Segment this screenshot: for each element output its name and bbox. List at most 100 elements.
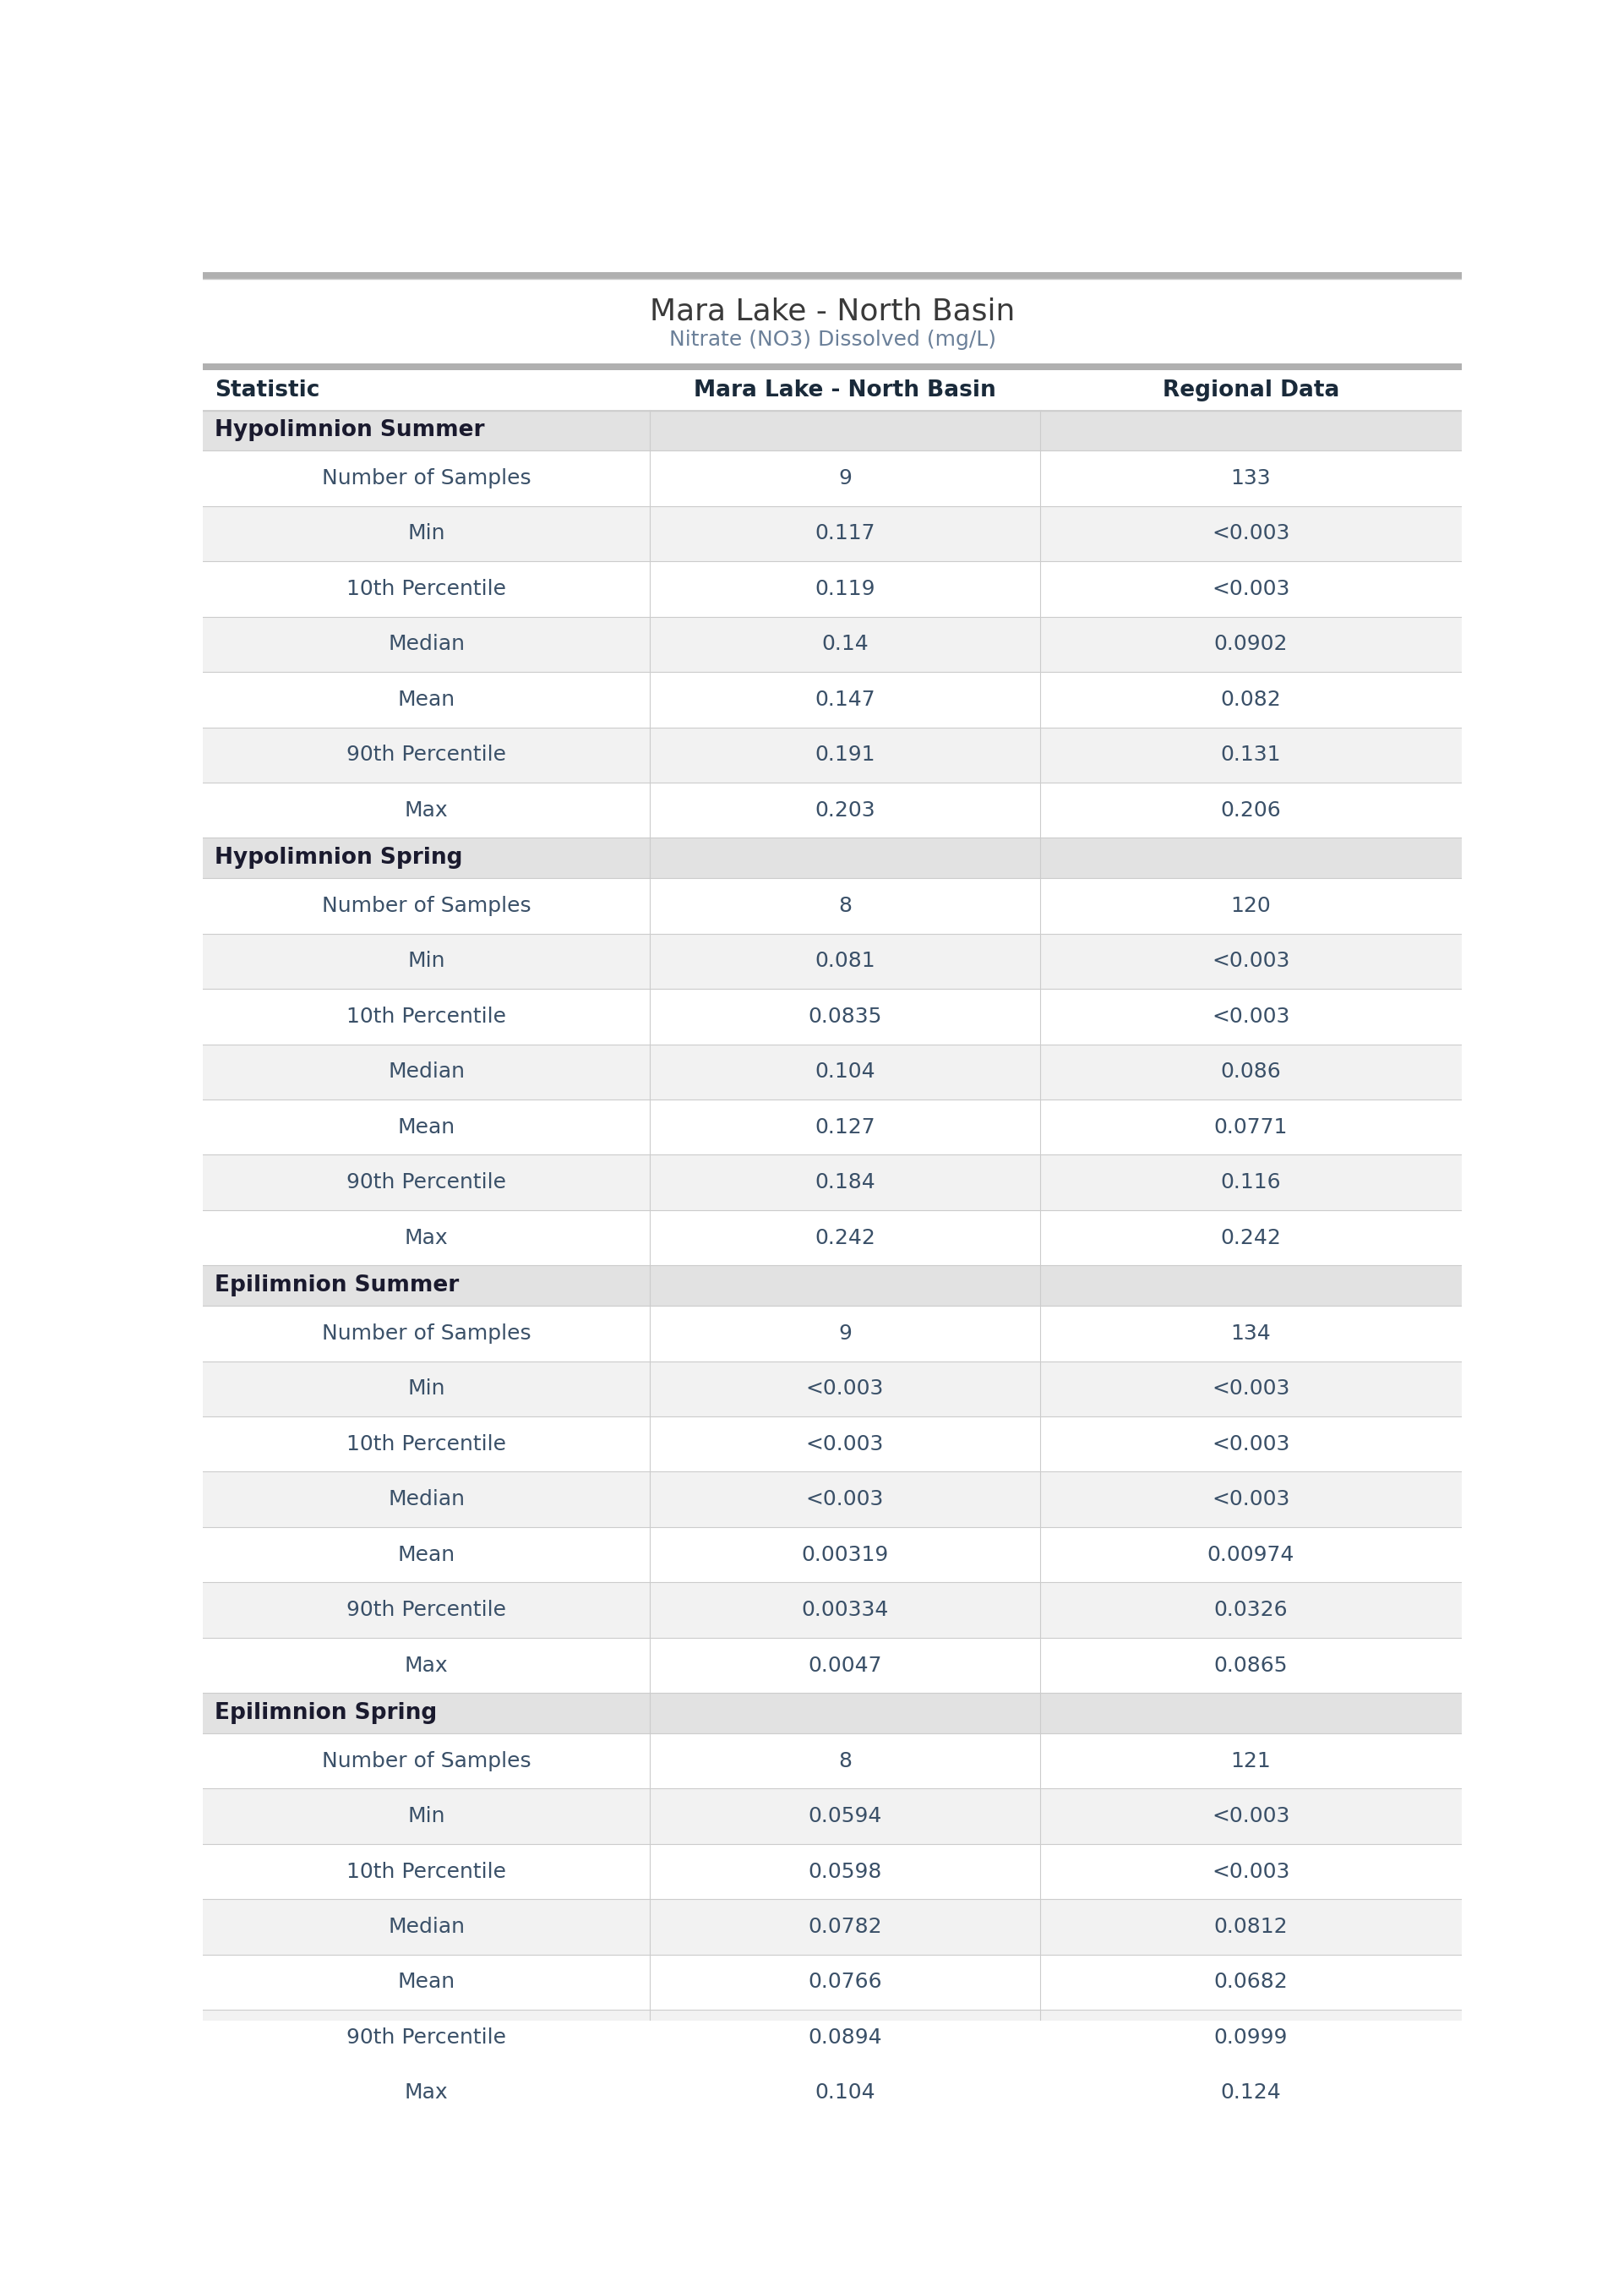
Bar <box>203 1637 1462 1693</box>
Text: Min: Min <box>408 951 445 972</box>
Text: 0.0766: 0.0766 <box>807 1973 882 1993</box>
Bar <box>203 1734 1462 1789</box>
Text: 0.0594: 0.0594 <box>809 1807 882 1827</box>
Bar <box>203 726 1462 783</box>
Text: 0.104: 0.104 <box>815 1062 875 1083</box>
Text: Mean: Mean <box>398 1973 455 1993</box>
Text: 10th Percentile: 10th Percentile <box>346 1435 507 1455</box>
Bar <box>203 672 1462 726</box>
Text: 0.0682: 0.0682 <box>1213 1973 1288 1993</box>
Text: Number of Samples: Number of Samples <box>322 897 531 917</box>
Text: 0.124: 0.124 <box>1221 2082 1281 2102</box>
Bar <box>203 452 1462 506</box>
Bar <box>203 411 1462 452</box>
Bar <box>203 1044 1462 1099</box>
Text: Median: Median <box>388 633 464 654</box>
Text: 90th Percentile: 90th Percentile <box>346 1171 507 1192</box>
Text: 0.00334: 0.00334 <box>801 1600 888 1621</box>
Text: 0.147: 0.147 <box>815 690 875 711</box>
Text: 133: 133 <box>1231 468 1272 488</box>
Text: 0.206: 0.206 <box>1221 799 1281 819</box>
Text: Median: Median <box>388 1489 464 1510</box>
Text: Median: Median <box>388 1062 464 1083</box>
Bar <box>203 1099 1462 1155</box>
Text: 0.0835: 0.0835 <box>809 1006 882 1026</box>
Text: 0.104: 0.104 <box>815 2082 875 2102</box>
Bar <box>203 370 1462 411</box>
Bar <box>203 506 1462 561</box>
Text: <0.003: <0.003 <box>1212 951 1289 972</box>
Text: Min: Min <box>408 1378 445 1398</box>
Text: Max: Max <box>404 1655 448 1675</box>
Bar <box>203 363 1462 370</box>
Text: 0.0598: 0.0598 <box>809 1861 882 1882</box>
Text: Mara Lake - North Basin: Mara Lake - North Basin <box>693 379 996 402</box>
Text: 90th Percentile: 90th Percentile <box>346 745 507 765</box>
Text: <0.003: <0.003 <box>1212 1435 1289 1455</box>
Text: 10th Percentile: 10th Percentile <box>346 1861 507 1882</box>
Text: 0.00974: 0.00974 <box>1207 1544 1294 1564</box>
Text: <0.003: <0.003 <box>1212 579 1289 599</box>
Text: Hypolimnion Summer: Hypolimnion Summer <box>214 420 484 443</box>
Text: Epilimnion Spring: Epilimnion Spring <box>214 1702 437 1725</box>
Text: Nitrate (NO3) Dissolved (mg/L): Nitrate (NO3) Dissolved (mg/L) <box>669 329 996 350</box>
Text: Number of Samples: Number of Samples <box>322 1750 531 1771</box>
Text: 0.0894: 0.0894 <box>807 2027 882 2048</box>
Text: <0.003: <0.003 <box>1212 1807 1289 1827</box>
Bar <box>203 1843 1462 1900</box>
Text: 0.119: 0.119 <box>815 579 875 599</box>
Text: Hypolimnion Spring: Hypolimnion Spring <box>214 847 463 869</box>
Bar <box>203 990 1462 1044</box>
Text: Max: Max <box>404 799 448 819</box>
Text: Number of Samples: Number of Samples <box>322 1323 531 1344</box>
Bar <box>203 1305 1462 1362</box>
Text: 0.0047: 0.0047 <box>807 1655 882 1675</box>
Text: Mean: Mean <box>398 690 455 711</box>
Text: 0.184: 0.184 <box>815 1171 875 1192</box>
Text: <0.003: <0.003 <box>806 1489 883 1510</box>
Bar <box>203 1471 1462 1528</box>
Text: 9: 9 <box>838 468 851 488</box>
Text: 121: 121 <box>1231 1750 1272 1771</box>
Text: <0.003: <0.003 <box>1212 1006 1289 1026</box>
Text: 0.242: 0.242 <box>1220 1228 1281 1249</box>
Text: Mean: Mean <box>398 1544 455 1564</box>
Text: 0.0782: 0.0782 <box>807 1916 882 1936</box>
Text: 0.191: 0.191 <box>815 745 875 765</box>
Text: 0.127: 0.127 <box>815 1117 875 1137</box>
Text: Number of Samples: Number of Samples <box>322 468 531 488</box>
Text: <0.003: <0.003 <box>806 1378 883 1398</box>
Text: Mean: Mean <box>398 1117 455 1137</box>
Text: Max: Max <box>404 2082 448 2102</box>
Text: 0.0771: 0.0771 <box>1213 1117 1288 1137</box>
Text: <0.003: <0.003 <box>806 1435 883 1455</box>
Text: 0.242: 0.242 <box>815 1228 875 1249</box>
Text: Max: Max <box>404 1228 448 1249</box>
Text: 0.0999: 0.0999 <box>1213 2027 1288 2048</box>
Text: <0.003: <0.003 <box>1212 1489 1289 1510</box>
Text: Epilimnion Summer: Epilimnion Summer <box>214 1276 460 1296</box>
Bar <box>203 2009 1462 2066</box>
Text: 0.0902: 0.0902 <box>1213 633 1288 654</box>
Bar <box>203 272 1462 279</box>
Text: Min: Min <box>408 1807 445 1827</box>
Bar <box>203 1789 1462 1843</box>
Text: Regional Data: Regional Data <box>1163 379 1340 402</box>
Text: 0.14: 0.14 <box>822 633 869 654</box>
Bar <box>203 1264 1462 1305</box>
Text: 8: 8 <box>838 1750 851 1771</box>
Bar <box>203 2120 1462 2127</box>
Bar <box>203 1528 1462 1582</box>
Text: 120: 120 <box>1231 897 1272 917</box>
Text: 10th Percentile: 10th Percentile <box>346 579 507 599</box>
Bar <box>203 279 1462 363</box>
Text: <0.003: <0.003 <box>1212 524 1289 545</box>
Bar <box>203 1155 1462 1210</box>
Bar <box>203 838 1462 878</box>
Text: Statistic: Statistic <box>214 379 320 402</box>
Bar <box>203 561 1462 617</box>
Text: 0.116: 0.116 <box>1221 1171 1281 1192</box>
Bar <box>203 1210 1462 1264</box>
Bar <box>203 933 1462 990</box>
Text: Mara Lake - North Basin: Mara Lake - North Basin <box>650 297 1015 325</box>
